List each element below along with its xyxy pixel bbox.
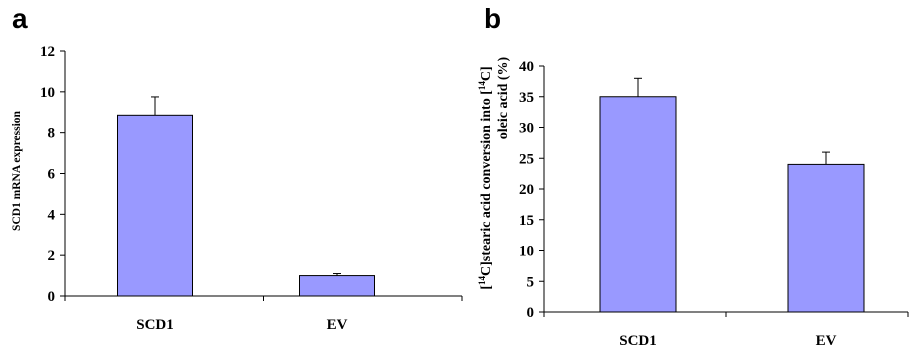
y-tick-label: 35 [519,90,534,106]
bars-b [599,77,865,313]
y-tick-label: 40 [519,59,534,75]
bar-scd1 [599,96,677,313]
axes-b: 0 5 10 15 20 25 30 35 40 SCD1 EV [519,59,909,348]
y-axis-title-b-line: oleic acid (%) [496,56,511,139]
y-axis-title-a: SCD1 mRNA expression [11,110,23,231]
bars-a [117,96,375,297]
y-tick-label: 6 [48,167,56,183]
y-tick-label: 0 [48,289,56,305]
y-tick-label: 10 [40,85,55,101]
y-tick-label: 5 [527,274,535,290]
y-axis-title-b-line: [14C]stearic acid conversion into [14C] [477,66,494,289]
chart-panel-a: a SCD1 mRNA expression 0 2 4 6 8 10 12 SCD1 EV [11,3,463,333]
x-category-label: SCD1 [136,317,174,333]
y-tick-label: 0 [527,305,535,321]
panel-letter-a: a [12,3,28,34]
y-tick-label: 2 [48,248,56,264]
y-tick-label: 12 [40,44,55,60]
y-tick-label: 8 [48,126,56,142]
panel-letter-b: b [484,3,501,34]
x-category-label: EV [816,333,837,348]
y-tick-label: 20 [519,182,534,198]
bar-scd1 [117,114,193,297]
y-tick-label: 30 [519,121,534,137]
axes-a: 0 2 4 6 8 10 12 SCD1 EV [40,44,463,333]
y-tick-label: 15 [519,213,534,229]
x-category-label: SCD1 [619,333,657,348]
y-axis-title-b: [14C]stearic acid conversion into [14C] o… [477,56,511,289]
y-tick-label: 10 [519,244,534,260]
y-tick-label: 4 [48,207,56,223]
bar-ev [299,275,375,297]
bar-ev [787,163,865,313]
chart-panel-b: b [14C]stearic acid conversion into [14C… [477,3,909,348]
y-tick-label: 25 [519,151,534,167]
x-category-label: EV [327,317,348,333]
